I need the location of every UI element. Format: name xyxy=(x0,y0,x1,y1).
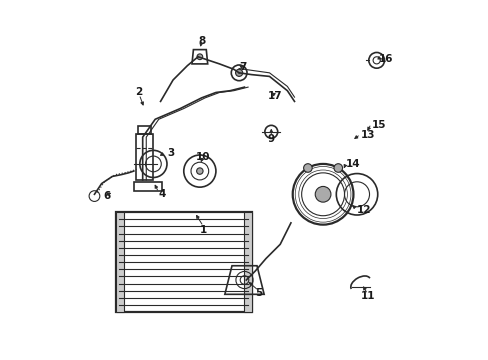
Text: 8: 8 xyxy=(198,36,205,46)
Text: 10: 10 xyxy=(196,152,210,162)
Text: 6: 6 xyxy=(103,191,110,201)
Text: 5: 5 xyxy=(255,288,262,297)
Bar xyxy=(116,212,123,312)
Text: 14: 14 xyxy=(346,159,360,169)
Text: 15: 15 xyxy=(370,120,385,130)
Circle shape xyxy=(196,168,203,174)
Circle shape xyxy=(235,69,242,76)
Text: 13: 13 xyxy=(360,130,374,140)
Circle shape xyxy=(315,186,330,202)
Circle shape xyxy=(333,164,342,172)
Bar xyxy=(135,134,153,180)
Text: 1: 1 xyxy=(200,225,206,235)
Text: 2: 2 xyxy=(135,87,142,98)
Bar xyxy=(116,212,251,312)
Text: 16: 16 xyxy=(378,54,392,64)
Text: 7: 7 xyxy=(239,63,246,72)
Text: 3: 3 xyxy=(167,148,175,158)
Text: 11: 11 xyxy=(360,291,374,301)
Text: 17: 17 xyxy=(267,91,282,101)
Bar xyxy=(244,212,251,312)
Text: 4: 4 xyxy=(159,189,166,199)
Circle shape xyxy=(303,164,311,172)
Text: 9: 9 xyxy=(267,134,274,144)
Bar xyxy=(134,182,162,191)
Circle shape xyxy=(197,54,203,60)
Text: 12: 12 xyxy=(356,205,371,215)
Bar xyxy=(138,126,151,134)
